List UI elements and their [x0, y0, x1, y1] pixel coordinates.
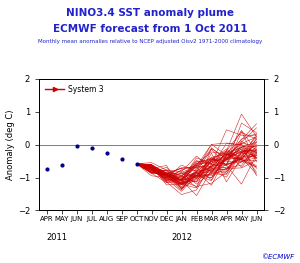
Text: ECMWF forecast from 1 Oct 2011: ECMWF forecast from 1 Oct 2011 [53, 24, 247, 34]
Text: Monthly mean anomalies relative to NCEP adjusted Oisv2 1971-2000 climatology: Monthly mean anomalies relative to NCEP … [38, 39, 262, 44]
Text: 2011: 2011 [46, 232, 68, 242]
Y-axis label: Anomaly (deg C): Anomaly (deg C) [6, 109, 15, 180]
Text: NINO3.4 SST anomaly plume: NINO3.4 SST anomaly plume [66, 8, 234, 18]
Legend: System 3: System 3 [43, 83, 106, 96]
Text: 2012: 2012 [171, 232, 192, 242]
Text: ©ECMWF: ©ECMWF [261, 254, 294, 260]
